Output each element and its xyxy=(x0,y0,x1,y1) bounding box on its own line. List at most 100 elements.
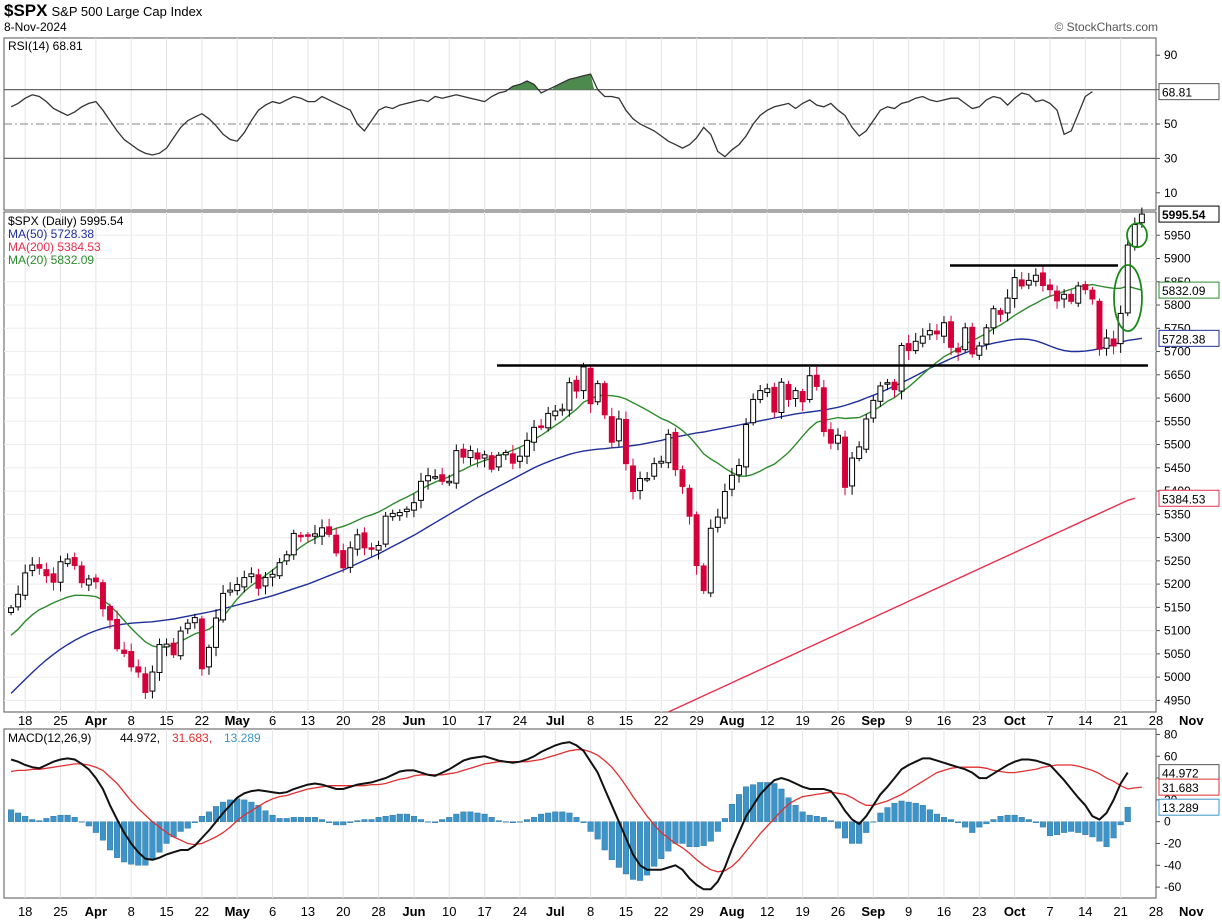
macd-histogram-bar xyxy=(99,821,106,841)
macd-histogram-bar xyxy=(149,821,156,861)
macd-histogram-bar xyxy=(311,817,318,822)
candle-body xyxy=(1011,277,1018,300)
price-legend-item: MA(200) 5384.53 xyxy=(8,240,101,254)
macd-histogram-bar xyxy=(142,821,149,866)
macd-histogram-bar xyxy=(1061,821,1068,833)
macd-histogram-bar xyxy=(735,794,743,822)
macd-x-tick-label: 8 xyxy=(587,904,594,919)
candle-body xyxy=(460,448,467,458)
candle-body xyxy=(213,617,219,648)
candle-body xyxy=(481,454,488,459)
price-ytick-label: 5550 xyxy=(1164,414,1191,428)
macd-histogram-bar xyxy=(629,821,637,880)
macd-x-tick-label: Jun xyxy=(402,904,425,919)
macd-x-tick-label: 17 xyxy=(477,904,491,919)
price-x-tick-label: Jul xyxy=(546,713,565,728)
price-x-tick-label: Jun xyxy=(402,713,425,728)
macd-x-tick-label: 24 xyxy=(513,904,527,919)
candle-body xyxy=(1032,274,1039,282)
candle-body xyxy=(1068,293,1075,302)
macd-legend-hist: 13.289 xyxy=(224,731,261,745)
price-x-tick-label: 14 xyxy=(1078,713,1092,728)
candle-body xyxy=(799,391,806,403)
candle-body xyxy=(587,367,594,405)
macd-histogram-bar xyxy=(679,821,686,844)
ma200-line xyxy=(668,497,1135,713)
macd-histogram-bar xyxy=(983,821,990,825)
macd-histogram-bar xyxy=(728,804,735,822)
candle-body xyxy=(1082,284,1089,291)
candle-body xyxy=(149,671,156,692)
macd-histogram-bar xyxy=(785,797,792,822)
candle-body xyxy=(969,326,976,355)
macd-histogram-bar xyxy=(460,811,467,822)
candle-body xyxy=(644,478,651,481)
macd-histogram-bar xyxy=(573,817,580,822)
macd-histogram-bar xyxy=(757,782,764,822)
macd-histogram-bar xyxy=(1032,821,1039,823)
candle-body xyxy=(78,565,85,584)
candle-body xyxy=(700,565,707,592)
macd-histogram-bar xyxy=(78,821,85,823)
macd-histogram-bar xyxy=(184,821,191,829)
candle-body xyxy=(220,592,227,621)
candle-body xyxy=(22,572,29,596)
candle-body xyxy=(1089,289,1096,300)
rsi-line xyxy=(10,73,1093,158)
macd-histogram-bar xyxy=(1054,821,1061,835)
macd-x-tick-label: 18 xyxy=(18,904,32,919)
candle-body xyxy=(191,617,198,624)
macd-histogram-bar xyxy=(799,811,806,822)
macd-x-tick-label: 6 xyxy=(269,904,276,919)
candle-body xyxy=(842,436,849,488)
candle-body xyxy=(856,446,863,460)
macd-histogram-bar xyxy=(849,821,856,844)
macd-histogram-bar xyxy=(453,813,460,822)
macd-histogram-bar xyxy=(820,817,827,822)
macd-histogram-bar xyxy=(403,813,410,822)
macd-histogram-bar xyxy=(877,812,884,822)
macd-histogram-bar xyxy=(481,813,488,822)
macd-histogram-bar xyxy=(622,821,629,875)
candle-body xyxy=(976,345,983,356)
candle-body xyxy=(601,383,608,416)
price-x-tick-label: 24 xyxy=(513,713,527,728)
macd-histogram-bar xyxy=(439,819,446,822)
macd-histogram-bar xyxy=(106,821,114,851)
candle-body xyxy=(580,366,587,392)
macd-x-tick-label: May xyxy=(225,904,251,919)
candle-body xyxy=(107,605,113,621)
candle-body xyxy=(177,630,184,657)
candle-body xyxy=(241,577,248,588)
macd-histogram-bar xyxy=(304,817,311,822)
macd-ytick-label: -20 xyxy=(1164,836,1182,850)
candle-body xyxy=(418,480,424,501)
candle-body xyxy=(439,474,446,482)
macd-x-tick-label: Aug xyxy=(719,904,744,919)
macd-histogram-bar xyxy=(29,819,36,822)
candle-body xyxy=(693,514,700,566)
macd-histogram-bar xyxy=(948,819,955,822)
macd-histogram-bar xyxy=(283,818,290,822)
candle-body xyxy=(615,418,622,442)
candle-body xyxy=(467,450,474,459)
candle-body xyxy=(948,321,955,348)
macd-histogram-bar xyxy=(85,821,92,827)
candle-body xyxy=(552,410,559,417)
price-last-value-box xyxy=(1158,489,1220,507)
candle-body xyxy=(962,327,969,351)
macd-histogram-bar xyxy=(121,821,128,863)
macd-x-tick-label: 16 xyxy=(937,904,951,919)
macd-histogram-bar xyxy=(990,819,997,822)
price-ytick-label: 5950 xyxy=(1164,228,1191,242)
macd-histogram-bar xyxy=(764,782,771,822)
macd-histogram-bar xyxy=(50,816,57,822)
macd-histogram-bar xyxy=(969,821,976,833)
macd-x-tick-label: 8 xyxy=(128,904,135,919)
price-x-tick-label: Nov xyxy=(1179,713,1204,728)
rsi-ytick-label: 30 xyxy=(1164,151,1178,165)
candle-body xyxy=(1025,279,1032,286)
price-x-tick-label: 8 xyxy=(128,713,135,728)
price-panel xyxy=(3,211,1157,713)
signal-last-value-box xyxy=(1158,778,1220,796)
